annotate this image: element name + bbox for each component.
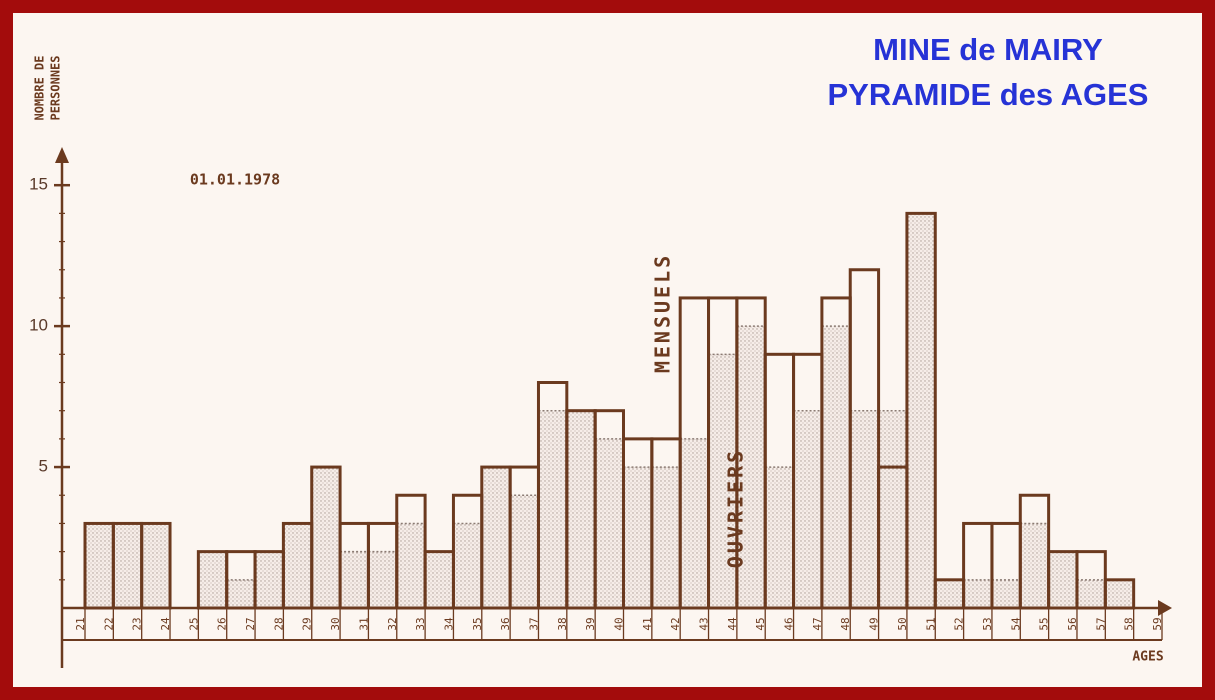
bar bbox=[140, 521, 172, 610]
x-tick-label: 31 bbox=[357, 617, 370, 630]
bar bbox=[481, 466, 511, 609]
series-annotation: MENSUELS bbox=[651, 253, 675, 373]
x-tick-label: 42 bbox=[669, 617, 682, 630]
x-tick-label: 46 bbox=[783, 617, 796, 630]
x-tick-label: 45 bbox=[754, 617, 767, 630]
bar bbox=[1019, 522, 1050, 609]
x-tick-label: 32 bbox=[386, 617, 399, 630]
x-tick-label: 40 bbox=[613, 617, 626, 630]
x-tick-label: 34 bbox=[442, 617, 455, 631]
chart-title: MINE de MAIRY bbox=[873, 32, 1103, 67]
bar bbox=[594, 438, 625, 609]
bar bbox=[821, 325, 851, 609]
bar bbox=[367, 550, 398, 609]
bar bbox=[424, 550, 455, 609]
chart-title: PYRAMIDE des AGES bbox=[828, 77, 1149, 112]
date-annotation: 01.01.1978 bbox=[190, 171, 280, 189]
bar bbox=[225, 579, 256, 609]
y-tick-label: 10 bbox=[29, 316, 48, 335]
bar bbox=[566, 409, 596, 609]
bar bbox=[764, 466, 795, 609]
bar bbox=[905, 211, 937, 610]
bar bbox=[849, 409, 880, 609]
x-tick-label: 44 bbox=[726, 617, 739, 631]
y-axis-label: PERSONNES bbox=[49, 55, 63, 120]
x-tick-label: 51 bbox=[924, 617, 937, 630]
bar bbox=[254, 550, 285, 609]
bar bbox=[934, 579, 965, 609]
x-tick-label: 37 bbox=[527, 617, 540, 630]
bar bbox=[310, 466, 341, 609]
x-tick-label: 57 bbox=[1094, 617, 1107, 630]
bar bbox=[1103, 578, 1136, 610]
bar bbox=[282, 522, 313, 609]
x-tick-label: 43 bbox=[698, 617, 711, 630]
bar bbox=[848, 268, 881, 610]
x-tick-label: 38 bbox=[556, 617, 569, 630]
x-tick-label: 22 bbox=[102, 617, 115, 630]
bar bbox=[197, 550, 228, 609]
x-tick-label: 50 bbox=[896, 617, 909, 630]
bar bbox=[1104, 579, 1135, 609]
bar bbox=[112, 522, 143, 609]
bar bbox=[339, 550, 370, 609]
x-tick-label: 24 bbox=[159, 617, 172, 631]
x-axis-label: AGES bbox=[1132, 650, 1163, 665]
bar bbox=[452, 522, 483, 609]
x-tick-label: 55 bbox=[1038, 617, 1051, 630]
x-tick-label: 25 bbox=[187, 617, 200, 630]
y-axis-arrow bbox=[55, 147, 69, 163]
y-tick-label: 15 bbox=[29, 175, 48, 194]
bar bbox=[991, 579, 1022, 609]
x-tick-label: 53 bbox=[981, 617, 994, 630]
bar bbox=[622, 466, 653, 609]
bar bbox=[140, 522, 171, 609]
bar bbox=[84, 522, 115, 609]
bar bbox=[1076, 579, 1107, 609]
x-tick-label: 39 bbox=[584, 617, 597, 630]
bar bbox=[679, 438, 710, 609]
x-tick-label: 28 bbox=[272, 617, 285, 630]
bar bbox=[792, 409, 823, 609]
bar bbox=[651, 466, 681, 609]
bar bbox=[877, 409, 908, 609]
x-tick-label: 56 bbox=[1066, 617, 1079, 630]
x-tick-label: 47 bbox=[811, 617, 824, 630]
bar bbox=[962, 579, 993, 609]
x-tick-label: 27 bbox=[244, 617, 257, 630]
series-annotation: OUVRIERS bbox=[724, 448, 748, 568]
x-tick-label: 48 bbox=[839, 617, 852, 630]
x-tick-label: 26 bbox=[216, 617, 229, 630]
x-tick-label: 23 bbox=[131, 617, 144, 630]
x-tick-label: 54 bbox=[1009, 617, 1022, 631]
x-tick-label: 41 bbox=[641, 617, 654, 630]
x-tick-label: 58 bbox=[1123, 617, 1136, 630]
bar bbox=[509, 494, 540, 609]
x-tick-label: 29 bbox=[301, 617, 314, 630]
bar bbox=[537, 409, 568, 609]
x-tick-label: 52 bbox=[953, 617, 966, 630]
x-tick-label: 21 bbox=[74, 617, 87, 630]
x-tick-label: 33 bbox=[414, 617, 427, 630]
x-tick-label: 36 bbox=[499, 617, 512, 630]
x-tick-label: 59 bbox=[1151, 617, 1164, 630]
x-tick-label: 49 bbox=[868, 617, 881, 630]
y-tick-label: 5 bbox=[39, 457, 48, 476]
bar bbox=[1047, 550, 1078, 609]
bar bbox=[396, 522, 426, 609]
y-axis-label: NOMBRE DE bbox=[33, 55, 47, 120]
x-tick-label: 35 bbox=[471, 617, 484, 630]
x-tick-label: 30 bbox=[329, 617, 342, 630]
bar bbox=[906, 212, 937, 609]
